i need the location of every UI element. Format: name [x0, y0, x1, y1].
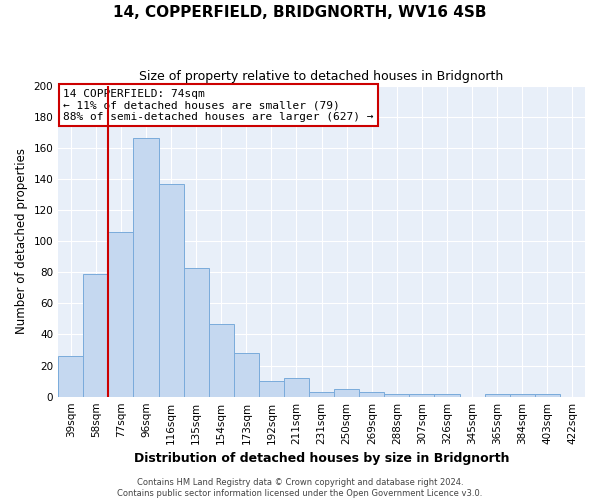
Bar [485, 394, 510, 396]
Bar [334, 389, 359, 396]
Bar [284, 378, 309, 396]
Bar [434, 394, 460, 396]
Bar [184, 268, 209, 396]
Bar [83, 274, 109, 396]
Bar [158, 184, 184, 396]
Bar [109, 232, 133, 396]
Text: Contains HM Land Registry data © Crown copyright and database right 2024.
Contai: Contains HM Land Registry data © Crown c… [118, 478, 482, 498]
Title: Size of property relative to detached houses in Bridgnorth: Size of property relative to detached ho… [139, 70, 504, 83]
Bar [259, 381, 284, 396]
Bar [359, 392, 385, 396]
Text: 14, COPPERFIELD, BRIDGNORTH, WV16 4SB: 14, COPPERFIELD, BRIDGNORTH, WV16 4SB [113, 5, 487, 20]
X-axis label: Distribution of detached houses by size in Bridgnorth: Distribution of detached houses by size … [134, 452, 509, 465]
Bar [234, 353, 259, 397]
Bar [385, 394, 409, 396]
Bar [58, 356, 83, 397]
Bar [133, 138, 158, 396]
Y-axis label: Number of detached properties: Number of detached properties [15, 148, 28, 334]
Bar [309, 392, 334, 396]
Bar [409, 394, 434, 396]
Text: 14 COPPERFIELD: 74sqm
← 11% of detached houses are smaller (79)
88% of semi-deta: 14 COPPERFIELD: 74sqm ← 11% of detached … [64, 88, 374, 122]
Bar [209, 324, 234, 396]
Bar [510, 394, 535, 396]
Bar [535, 394, 560, 396]
